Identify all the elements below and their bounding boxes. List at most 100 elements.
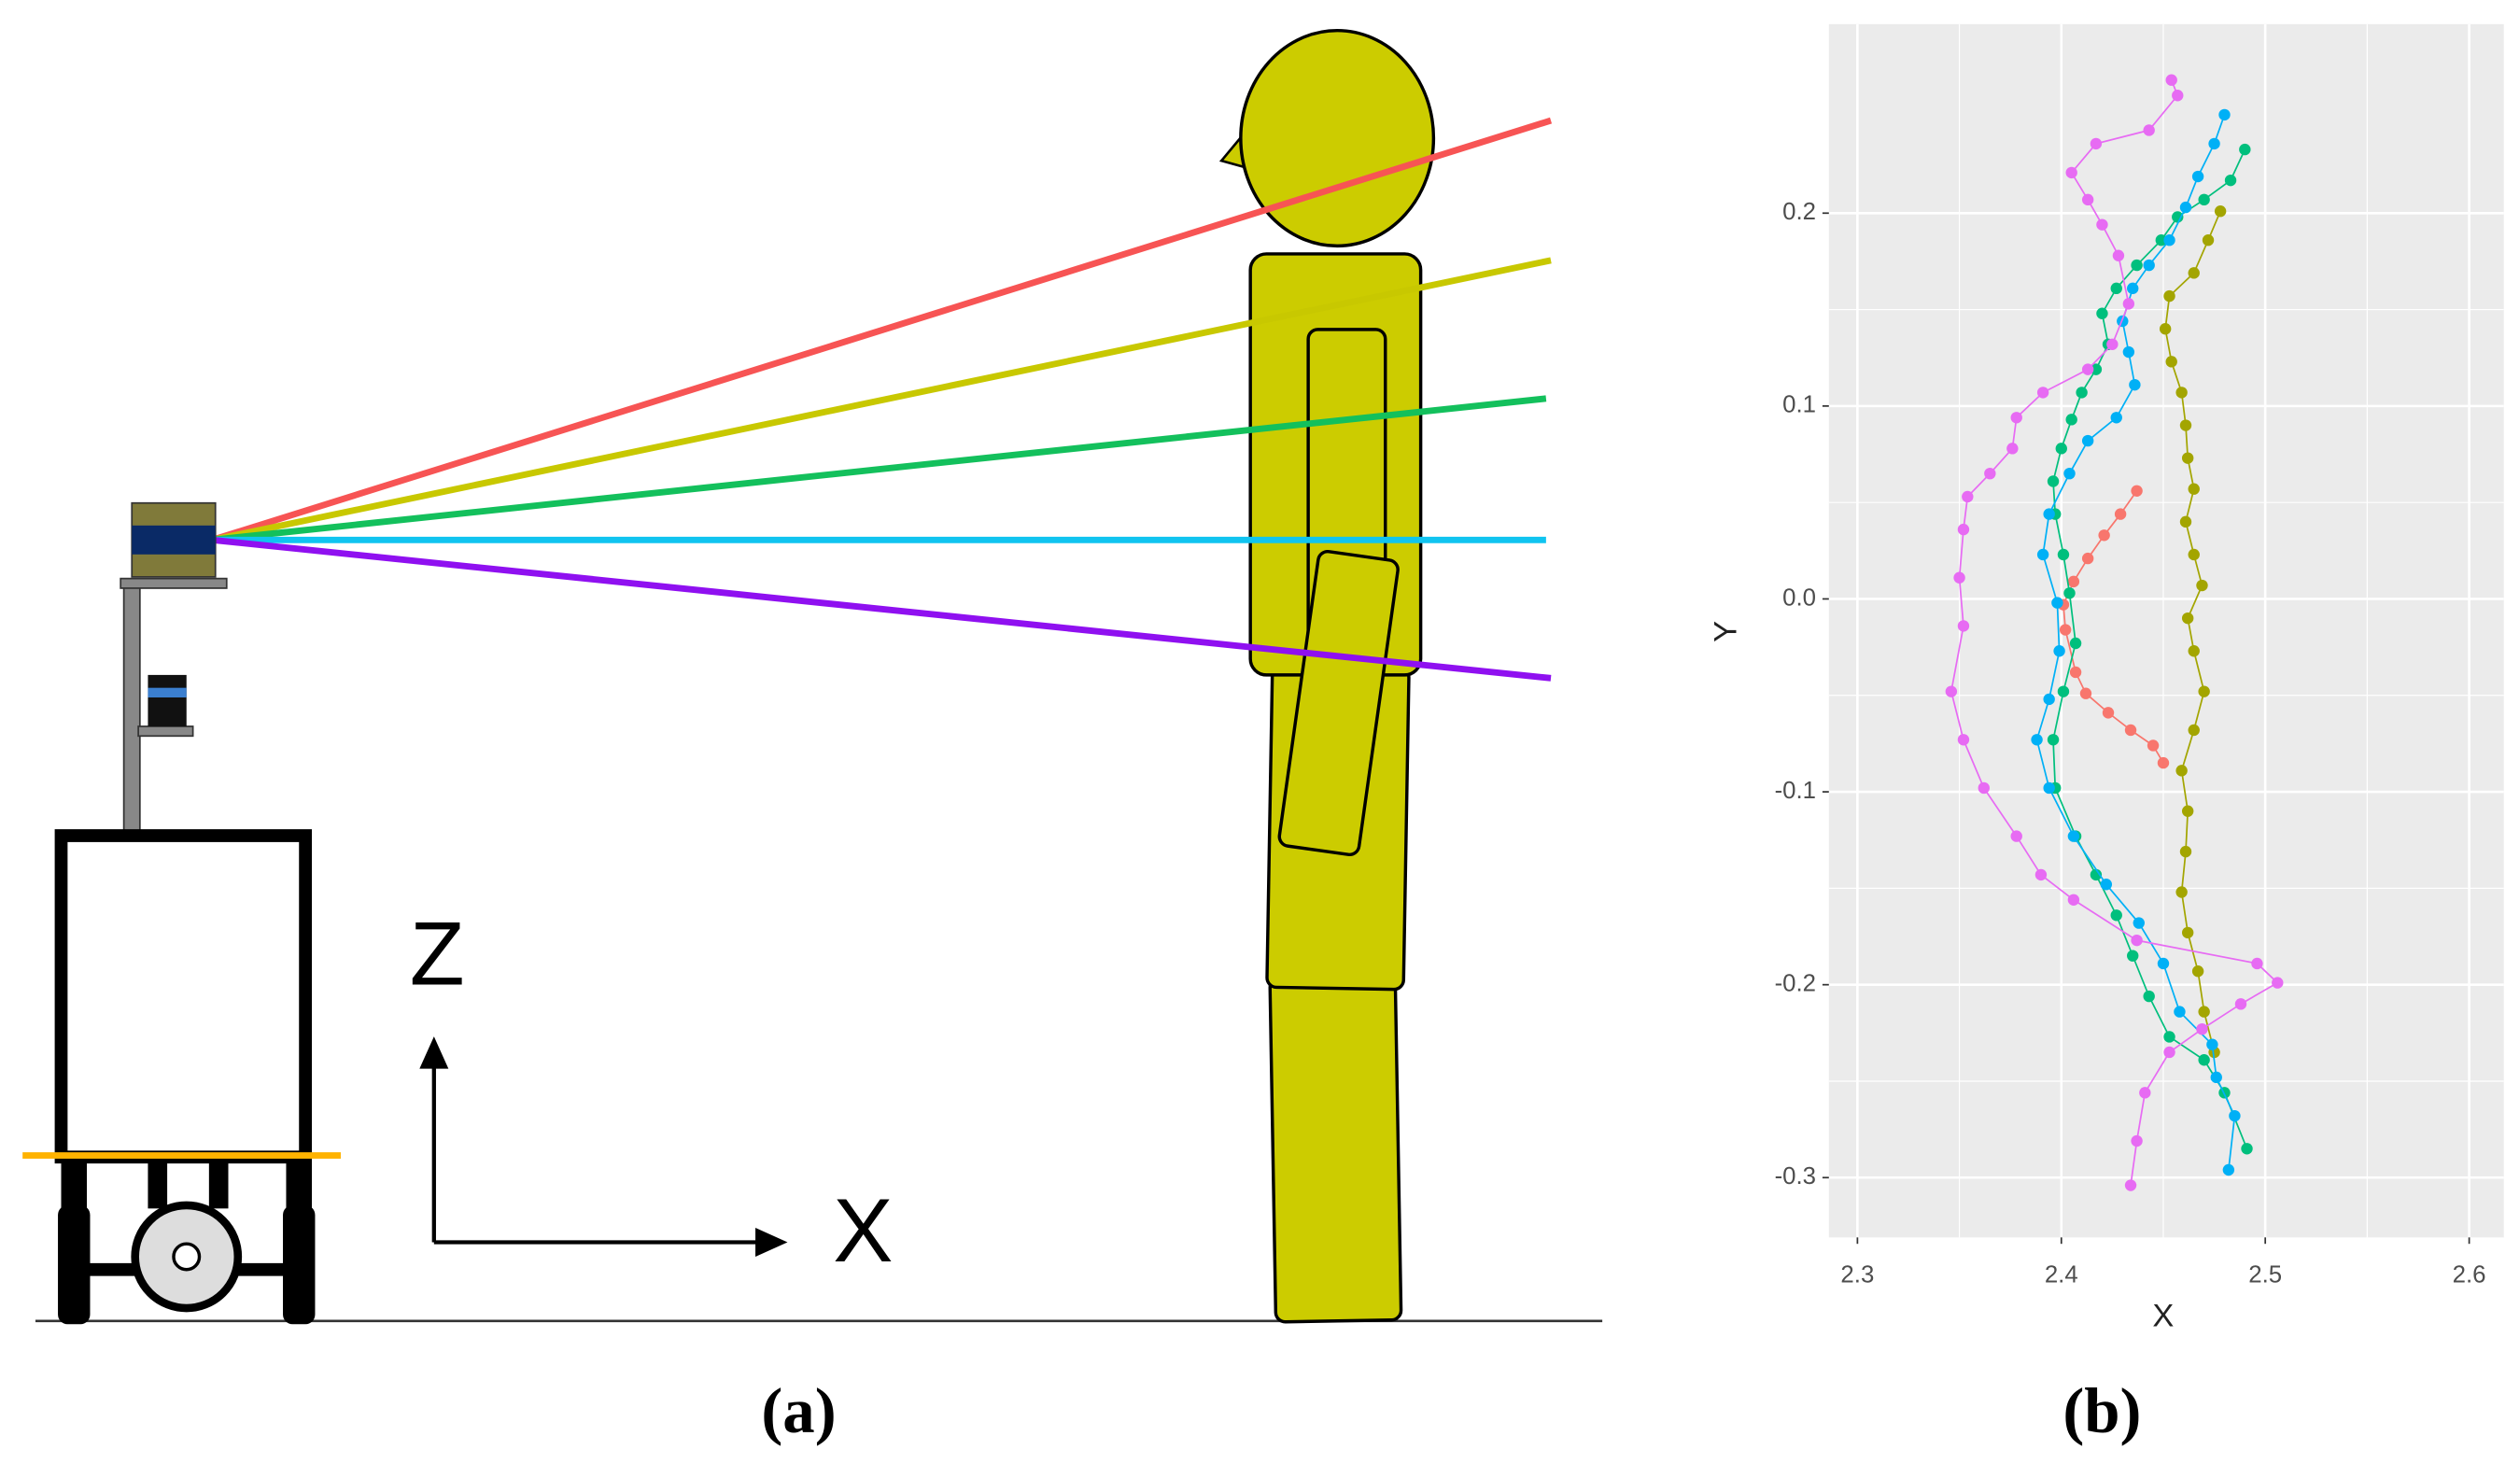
point xyxy=(2110,412,2122,424)
point xyxy=(2159,323,2172,335)
point xyxy=(2157,756,2170,769)
x-axis-title: X xyxy=(2152,1298,2174,1333)
point xyxy=(2034,868,2048,881)
point xyxy=(2124,724,2137,737)
plot: 2.3 2.4 2.5 2.6 -0.3 -0.2 -0.1 0.0 0.1 0.2 xyxy=(1775,23,2504,1288)
point xyxy=(2031,734,2043,746)
point xyxy=(2188,645,2200,657)
z-arrowhead xyxy=(419,1036,449,1069)
point xyxy=(2102,707,2115,719)
point xyxy=(2181,612,2194,625)
point xyxy=(2222,1163,2235,1176)
point xyxy=(2043,508,2055,520)
point xyxy=(1984,467,1996,480)
point xyxy=(2079,687,2092,699)
point xyxy=(2122,345,2135,359)
beam xyxy=(211,117,1553,543)
point xyxy=(2234,998,2247,1010)
point xyxy=(2196,1022,2208,1035)
point xyxy=(2202,234,2215,246)
point xyxy=(2143,259,2155,272)
point xyxy=(2239,143,2251,156)
point xyxy=(2081,552,2094,565)
y-axis-title: Y xyxy=(1708,621,1743,642)
point xyxy=(2191,965,2204,978)
point xyxy=(2224,174,2237,187)
point xyxy=(2175,765,2188,777)
point xyxy=(1978,781,1990,795)
sensor-band xyxy=(148,687,187,697)
point xyxy=(1953,571,1965,584)
point xyxy=(2067,830,2080,842)
point xyxy=(2155,234,2167,246)
point xyxy=(2179,845,2192,858)
point xyxy=(2110,282,2122,295)
point xyxy=(2100,879,2113,891)
shelf xyxy=(120,577,228,589)
point xyxy=(2106,338,2119,350)
point xyxy=(2147,739,2160,752)
point xyxy=(2127,282,2139,295)
point xyxy=(2175,387,2188,399)
x-tick-label: 2.6 xyxy=(2453,1261,2486,1288)
point xyxy=(2112,249,2125,261)
point xyxy=(2122,298,2135,310)
beam xyxy=(211,257,1552,543)
head xyxy=(1239,28,1436,248)
x-tick-label: 2.3 xyxy=(1840,1261,1874,1288)
point xyxy=(2172,90,2184,102)
point xyxy=(2043,693,2055,706)
point xyxy=(2010,830,2022,842)
sensor xyxy=(148,674,187,726)
point xyxy=(2179,515,2192,528)
point xyxy=(2131,1134,2143,1147)
point xyxy=(1962,490,1974,503)
point xyxy=(2057,548,2070,561)
point xyxy=(2175,886,2188,898)
point xyxy=(2129,378,2141,391)
point xyxy=(2218,108,2231,121)
robot-body xyxy=(54,829,313,1164)
point xyxy=(2010,412,2022,424)
point xyxy=(2057,685,2070,697)
point xyxy=(2163,1046,2175,1059)
point xyxy=(2163,289,2175,303)
hub xyxy=(172,1242,202,1272)
y-tick-label: 0.1 xyxy=(1782,392,1816,418)
point xyxy=(2069,666,2082,679)
point xyxy=(2139,1087,2151,1099)
point xyxy=(2181,805,2194,817)
point xyxy=(2076,387,2088,399)
x-label: X xyxy=(833,1181,893,1281)
point xyxy=(2206,1038,2218,1050)
forearm xyxy=(1277,549,1400,857)
point xyxy=(2163,234,2175,246)
point xyxy=(2157,957,2170,970)
point xyxy=(2081,193,2094,206)
point xyxy=(2036,387,2049,399)
point xyxy=(1957,523,1970,536)
point xyxy=(2051,597,2063,609)
point xyxy=(2191,170,2204,183)
point xyxy=(2063,467,2076,480)
point xyxy=(2069,637,2082,650)
leg xyxy=(208,1160,229,1209)
point xyxy=(2131,259,2143,272)
point xyxy=(1957,620,1970,632)
point xyxy=(2053,645,2065,657)
point xyxy=(2047,734,2060,746)
point xyxy=(2098,529,2110,542)
y-tick-label: 0.0 xyxy=(1782,584,1816,611)
point xyxy=(2096,218,2108,231)
point xyxy=(2090,363,2103,375)
point xyxy=(2096,307,2108,319)
point xyxy=(2272,977,2284,989)
y-tick-label: 0.2 xyxy=(1782,199,1816,225)
point xyxy=(2188,483,2200,495)
point xyxy=(2179,201,2192,214)
pole xyxy=(122,581,141,837)
point xyxy=(2065,166,2077,179)
point xyxy=(2124,1179,2137,1191)
shin xyxy=(1268,974,1403,1324)
